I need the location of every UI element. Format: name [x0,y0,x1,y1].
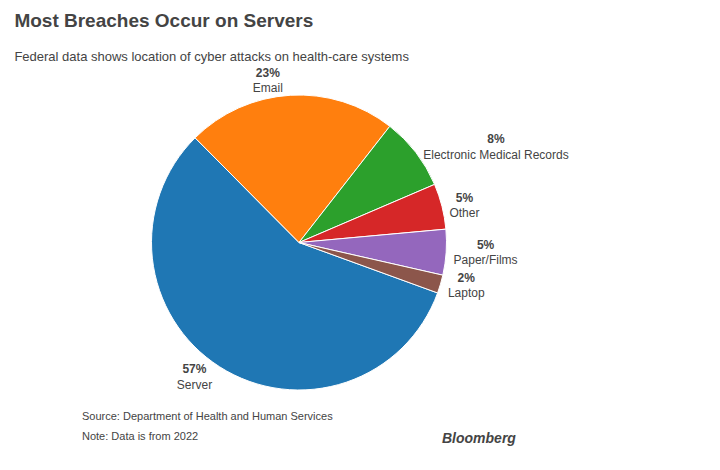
svg-text:57%Server: 57%Server [177,362,212,392]
svg-text:5%Paper/Films: 5%Paper/Films [454,238,518,268]
svg-text:Note: Data is from 2022: Note: Data is from 2022 [82,430,198,442]
svg-text:Most Breaches Occur on Servers: Most Breaches Occur on Servers [14,10,313,31]
svg-text:2%Laptop: 2%Laptop [448,271,485,301]
svg-text:Bloomberg: Bloomberg [442,430,516,446]
svg-text:23%Email: 23%Email [253,66,283,96]
svg-text:Source: Department of Health a: Source: Department of Health and Human S… [82,410,333,422]
svg-text:8%Electronic Medical Records: 8%Electronic Medical Records [423,132,568,162]
svg-text:Federal data shows location of: Federal data shows location of cyber att… [14,49,409,64]
svg-text:5%Other: 5%Other [449,191,479,221]
